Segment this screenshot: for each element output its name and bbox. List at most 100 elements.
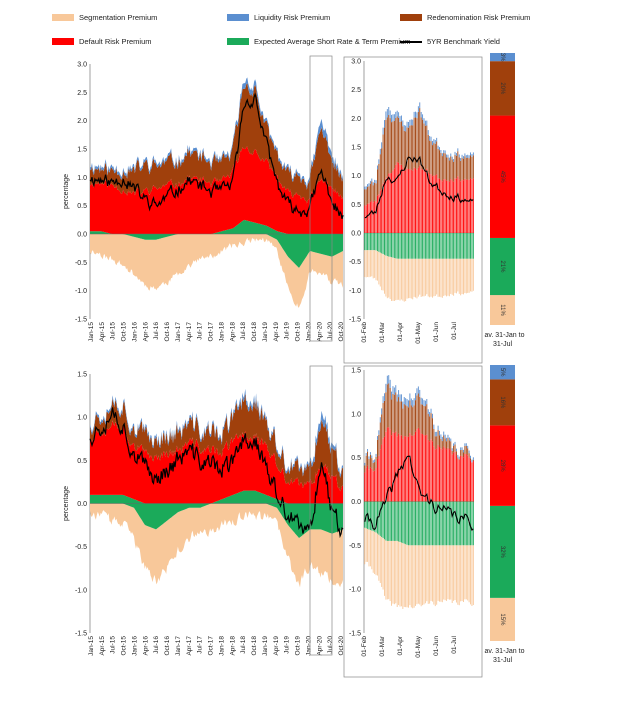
- bottom-zoom-redenomination-bar: [448, 440, 450, 450]
- top-zoom-segmentation-bar: [463, 258, 464, 295]
- top-zoom-expected-bar: [441, 233, 443, 259]
- bottom-zoom-default-bar: [376, 458, 378, 502]
- top-zoom-redenomination-bar: [408, 127, 409, 170]
- bottom-zoom-default-bar: [381, 444, 383, 502]
- bottom-avg-segment-liq: [490, 365, 515, 380]
- bottom-long-y-tick-label: -1.5: [75, 631, 87, 638]
- top-zoom-expected-bar: [406, 233, 408, 259]
- top-zoom-segmentation-bar: [419, 258, 421, 295]
- top-zoom-default-bar: [447, 180, 449, 233]
- top-zoom-liquidity-bar: [451, 156, 453, 160]
- bottom-zoom-default-bar: [388, 427, 390, 502]
- bottom-zoom-default-bar: [468, 457, 470, 502]
- bottom-zoom-redenomination-bar: [408, 407, 409, 437]
- bottom-zoom-liquidity-bar: [436, 431, 438, 437]
- top-zoom-expected-bar: [420, 233, 422, 259]
- bottom-zoom-redenomination-bar: [467, 448, 469, 456]
- top-zoom-redenomination-bar: [437, 148, 439, 179]
- top-zoom-redenomination-bar: [393, 120, 395, 169]
- top-zoom-segmentation-bar: [384, 254, 385, 294]
- top-zoom-expected-bar: [364, 233, 366, 251]
- top-zoom-default-bar: [443, 179, 445, 233]
- top-zoom-y-tick-label: 0.0: [351, 231, 361, 238]
- top-zoom-expected-bar: [451, 233, 453, 259]
- bottom-zoom-x-tick-label: 01-Jun: [433, 636, 440, 656]
- bottom-long-x-tick-label: Jul-18: [240, 636, 247, 654]
- top-zoom-segmentation-bar: [389, 256, 391, 300]
- top-zoom-default-bar: [467, 179, 469, 233]
- top-zoom-expected-bar: [398, 233, 400, 259]
- top-zoom-redenomination-bar: [402, 126, 404, 168]
- bottom-zoom-liquidity-bar: [364, 462, 366, 466]
- top-zoom-default-bar: [458, 179, 460, 233]
- top-zoom-expected-bar: [369, 233, 371, 251]
- top-long-x-tick-label: Jul-15: [110, 322, 117, 340]
- top-zoom-redenomination-bar: [458, 157, 460, 180]
- bottom-zoom-default-bar: [396, 436, 398, 502]
- top-zoom-liquidity-bar: [460, 158, 462, 161]
- top-zoom-default-bar: [451, 180, 453, 233]
- bottom-zoom-liquidity-bar: [389, 379, 391, 388]
- top-zoom-default-bar: [382, 183, 384, 233]
- top-zoom-segmentation-bar: [388, 256, 390, 298]
- bottom-zoom-redenomination-bar: [433, 428, 435, 447]
- top-zoom-default-bar: [400, 164, 402, 233]
- top-zoom-redenomination-bar: [409, 125, 411, 169]
- bottom-zoom-default-bar: [467, 455, 469, 502]
- bottom-zoom-segmentation-bar: [441, 545, 443, 603]
- top-zoom-liquidity-bar: [463, 156, 464, 160]
- top-zoom-segmentation-bar: [399, 258, 401, 301]
- bottom-zoom-redenomination-bar: [381, 414, 383, 445]
- top-zoom-redenomination-bar: [436, 141, 438, 175]
- bottom-zoom-default-bar: [460, 455, 462, 502]
- top-zoom-expected-bar: [378, 233, 380, 252]
- top-zoom-expected-bar: [467, 233, 469, 259]
- top-zoom-liquidity-bar: [369, 180, 371, 184]
- top-zoom-default-bar: [376, 195, 378, 233]
- bottom-zoom-segmentation-bar: [375, 532, 377, 576]
- top-long-y-tick-label: 0.5: [77, 203, 87, 210]
- bottom-zoom-segmentation-bar: [423, 545, 425, 605]
- top-zoom-default-bar: [392, 170, 394, 233]
- bottom-zoom-expected-bar: [433, 501, 435, 546]
- bottom-zoom-liquidity-bar: [400, 394, 402, 402]
- top-zoom-segmentation-bar: [468, 258, 470, 293]
- top-long-x-tick-label: Jul-17: [197, 322, 204, 340]
- bottom-zoom-liquidity-bar: [391, 391, 393, 400]
- bottom-zoom-redenomination-bar: [443, 435, 445, 447]
- bottom-zoom-expected-bar: [371, 501, 373, 531]
- top-zoom-liquidity-bar: [372, 182, 374, 186]
- bottom-zoom-expected-bar: [412, 501, 414, 546]
- top-zoom-default-bar: [367, 203, 369, 233]
- bottom-long-x-tick-label: Jan-16: [131, 636, 138, 656]
- top-zoom-segmentation-bar: [461, 258, 463, 295]
- bottom-zoom-redenomination-bar: [374, 462, 376, 471]
- top-zoom-redenomination-bar: [444, 153, 446, 180]
- top-zoom-liquidity-bar: [396, 110, 398, 117]
- top-zoom-redenomination-bar: [384, 127, 385, 182]
- chart-legend: Segmentation Premium Liquidity Risk Prem…: [0, 0, 624, 50]
- top-avg-data-label: 45%: [499, 171, 505, 184]
- bottom-zoom-liquidity-bar: [470, 455, 471, 459]
- top-zoom-liquidity-bar: [439, 147, 440, 151]
- bottom-zoom-default-bar: [368, 469, 370, 502]
- top-zoom-expected-bar: [412, 233, 414, 259]
- bottom-zoom-expected-bar: [416, 501, 418, 546]
- bottom-zoom-expected-bar: [424, 501, 426, 546]
- top-zoom-liquidity-bar: [465, 155, 467, 159]
- top-zoom-expected-bar: [453, 233, 455, 259]
- bottom-zoom-liquidity-bar: [440, 434, 442, 439]
- top-zoom-redenomination-bar: [460, 160, 462, 182]
- bottom-zoom-default-bar: [403, 436, 405, 502]
- bottom-zoom-redenomination-bar: [389, 387, 391, 430]
- top-long-y-tick-label: 1.0: [77, 175, 87, 182]
- bottom-zoom-segmentation-bar: [376, 533, 378, 576]
- top-zoom-liquidity-bar: [429, 136, 431, 141]
- bottom-zoom-default-bar: [429, 441, 431, 502]
- top-zoom-default-bar: [430, 174, 432, 233]
- top-avg-x-label-line1: av. 31-Jan to: [485, 332, 525, 339]
- top-zoom-segmentation-bar: [378, 251, 380, 285]
- bottom-zoom-segmentation-bar: [412, 545, 414, 609]
- bottom-zoom-default-bar: [384, 436, 385, 502]
